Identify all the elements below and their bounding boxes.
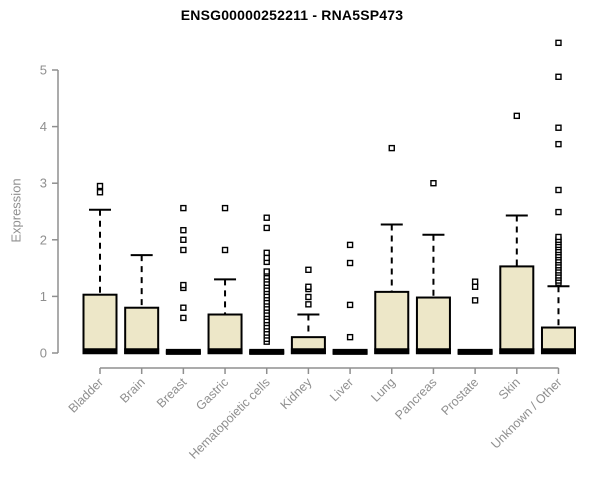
- outlier-point: [555, 124, 562, 131]
- y-tick-label: 3: [40, 176, 47, 191]
- outlier-point: [555, 233, 562, 241]
- outlier-point: [305, 301, 312, 308]
- outlier-point: [305, 283, 312, 290]
- outlier-point: [221, 204, 229, 212]
- box: [415, 296, 451, 355]
- y-tick-label: 0: [40, 346, 47, 361]
- y-tick-label: 4: [40, 119, 47, 134]
- y-tick-label: 2: [40, 232, 47, 247]
- outlier-point: [263, 214, 270, 221]
- outlier-point: [180, 226, 187, 234]
- outlier-point: [263, 249, 270, 257]
- outlier-point: [180, 281, 187, 289]
- y-tick-label: 1: [40, 289, 47, 304]
- x-tick-label: Kidney: [278, 375, 315, 412]
- outlier-point: [180, 314, 187, 322]
- outlier-point: [263, 254, 270, 262]
- outlier-point: [471, 283, 479, 290]
- outlier-point: [305, 293, 312, 301]
- outlier-point: [180, 204, 187, 212]
- outlier-point: [471, 297, 479, 304]
- x-tick-label: Prostate: [438, 375, 481, 418]
- x-tick-label: Skin: [496, 375, 523, 402]
- outlier-point: [96, 182, 104, 190]
- x-tick-label: Pancreas: [392, 375, 439, 422]
- x-tick-label: Bladder: [66, 375, 106, 415]
- box: [124, 306, 160, 354]
- x-tick-label: Breast: [154, 375, 190, 411]
- box: [207, 313, 243, 354]
- outlier-point: [346, 333, 354, 341]
- x-tick-label: Hematopoietic cells: [186, 375, 273, 462]
- outlier-point: [263, 268, 270, 275]
- outlier-point: [96, 189, 104, 196]
- box: [374, 290, 410, 355]
- box: [82, 293, 118, 354]
- outlier-point: [471, 278, 479, 285]
- outlier-point: [305, 266, 312, 273]
- outlier-point: [555, 140, 562, 148]
- x-tick-label: Unknown / Other: [488, 375, 564, 451]
- outlier-point: [555, 186, 562, 194]
- outlier-point: [180, 236, 187, 244]
- outlier-point: [513, 112, 520, 120]
- outlier-point: [180, 304, 187, 311]
- outlier-point: [555, 73, 562, 80]
- outlier-point: [346, 259, 354, 267]
- outlier-point: [555, 208, 562, 216]
- chart-title: ENSG00000252211 - RNA5SP473: [180, 7, 404, 23]
- x-tick-label: Gastric: [193, 375, 231, 413]
- outlier-point: [346, 301, 354, 309]
- outlier-point: [555, 39, 562, 47]
- y-tick-label: 5: [40, 63, 47, 78]
- x-tick-label: Lung: [368, 375, 398, 405]
- outlier-point: [388, 144, 395, 152]
- outlier-point: [430, 179, 437, 187]
- x-tick-label: Liver: [327, 375, 356, 404]
- x-tick-label: Brain: [117, 375, 148, 406]
- box: [499, 265, 535, 355]
- outlier-point: [180, 246, 187, 254]
- outlier-point: [346, 241, 354, 249]
- outlier-point: [221, 246, 229, 254]
- outlier-point: [263, 224, 270, 232]
